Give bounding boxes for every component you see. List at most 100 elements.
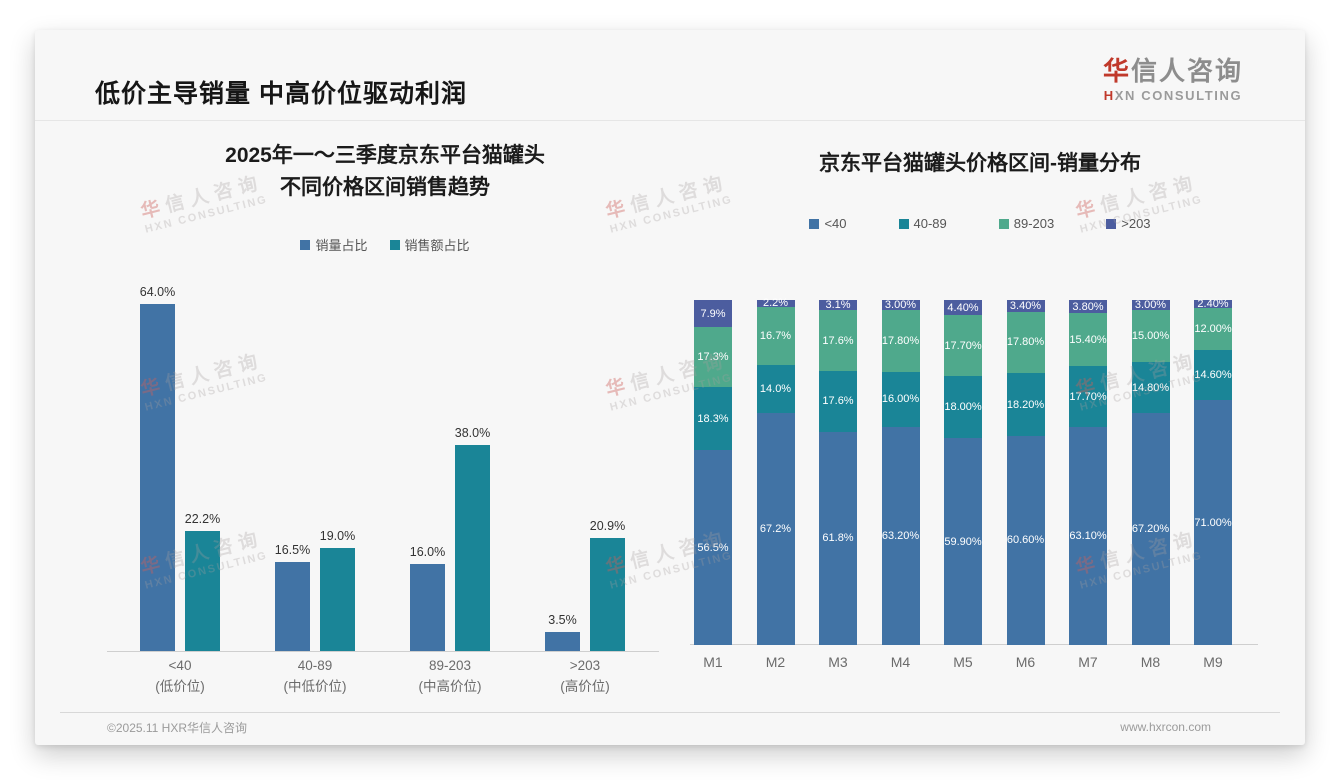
segment-value-label: 18.3%	[697, 412, 729, 425]
right-chart-plot: 56.5% 18.3% 17.3% 7.9% M1 67.2% 14.0% 16.7% 2.2%…	[685, 297, 1275, 670]
segment-value-label: 67.20%	[1131, 523, 1170, 536]
segment-value-label: 63.20%	[881, 529, 920, 542]
bar-segment-40-89: 17.6%	[819, 371, 857, 432]
bar-segment-<40: 59.90%	[944, 438, 982, 645]
segment-value-label: 16.7%	[759, 330, 792, 343]
segment-value-label: 2.40%	[1197, 298, 1229, 311]
bar-segment-<40: 67.20%	[1131, 413, 1170, 645]
stacked-bar: 67.2% 14.0% 16.7% 2.2%	[756, 297, 795, 645]
legend-item: >203	[1106, 216, 1151, 231]
legend-item: 40-89	[898, 216, 947, 231]
bar-segment-89-203: 17.3%	[694, 327, 732, 387]
right-chart-legend: <40 40-89 89-203 >203	[685, 216, 1275, 231]
bar-segment-40-89: 17.70%	[1069, 366, 1107, 428]
bar-segment-<40: 67.2%	[756, 413, 795, 645]
stacked-bar: 67.20% 14.80% 15.00% 3.00%	[1131, 299, 1170, 645]
bar-销量占比	[545, 632, 580, 651]
bar-value-label: 38.0%	[454, 426, 491, 440]
segment-value-label: 3.80%	[1072, 300, 1104, 313]
stacked-bar: 56.5% 18.3% 17.3% 7.9%	[694, 300, 732, 645]
bar-segment->203: 3.00%	[881, 299, 920, 311]
legend-label: <40	[824, 216, 847, 231]
segment-value-label: 14.0%	[759, 383, 792, 396]
bar-segment->203: 4.40%	[944, 300, 982, 316]
x-axis-label: >203 (高价位)	[520, 656, 650, 698]
x-axis-label-month: M7	[1078, 654, 1098, 670]
legend-item: 89-203	[998, 216, 1054, 231]
stacked-bar: 59.90% 18.00% 17.70% 4.40%	[944, 300, 982, 645]
segment-value-label: 3.1%	[825, 299, 851, 312]
x-axis-label-month: M1	[703, 654, 723, 670]
bar-segment->203: 3.1%	[819, 299, 857, 312]
segment-value-label: 67.2%	[759, 523, 792, 536]
legend-item: 销售额占比	[389, 235, 470, 254]
segment-value-label: 3.40%	[1009, 299, 1042, 312]
bar-value-label: 22.2%	[184, 512, 221, 526]
bar-销售额占比	[455, 445, 490, 651]
bar-segment-89-203: 17.6%	[819, 310, 857, 372]
bar-segment-89-203: 12.00%	[1194, 308, 1232, 350]
bar-segment->203: 3.80%	[1069, 300, 1107, 314]
segment-value-label: 17.70%	[1069, 390, 1107, 403]
x-axis-label-tier: (低价位)	[155, 678, 205, 694]
bar-segment-40-89: 16.00%	[881, 371, 920, 427]
segment-value-label: 3.00%	[1134, 299, 1167, 312]
bar-value-label: 64.0%	[139, 285, 176, 299]
segment-value-label: 61.8%	[822, 532, 854, 545]
x-axis-label-month: M5	[953, 654, 973, 670]
x-axis-label: 40-89 (中低价位)	[250, 656, 380, 698]
bar-销量占比	[410, 564, 445, 651]
segment-value-label: 59.90%	[944, 535, 982, 548]
left-chart-title-line1: 2025年一～三季度京东平台猫罐头	[225, 144, 545, 167]
segment-value-label: 14.60%	[1194, 368, 1232, 381]
bar-segment->203: 7.9%	[694, 300, 732, 328]
header-divider	[35, 120, 1305, 121]
footer-divider	[60, 712, 1280, 713]
bar-segment-40-89: 18.3%	[694, 386, 732, 451]
x-axis-label: <40 (低价位)	[115, 656, 245, 698]
segment-value-label: 18.00%	[944, 401, 982, 414]
x-axis-label: 89-203 (中高价位)	[385, 656, 515, 698]
bar-segment-89-203: 17.80%	[881, 310, 920, 372]
x-axis-label-tier: (中低价位)	[283, 678, 347, 694]
bar-销量占比	[275, 562, 310, 651]
left-chart-title: 2025年一～三季度京东平台猫罐头 不同价格区间销售趋势	[105, 140, 665, 203]
bar-segment->203: 3.00%	[1131, 299, 1170, 312]
x-axis-label-month: M6	[1015, 654, 1036, 670]
x-axis-label-month: M2	[765, 654, 786, 670]
segment-value-label: 17.3%	[697, 351, 729, 364]
watermark-cn-rest: 信人咨询	[1098, 172, 1201, 217]
bar-value-label: 3.5%	[548, 613, 577, 627]
left-chart-legend: 销量占比 销售额占比	[105, 235, 665, 254]
stacked-bar: 71.00% 14.60% 12.00% 2.40%	[1194, 298, 1232, 645]
stacked-bar: 61.8% 17.6% 17.6% 3.1%	[819, 299, 857, 645]
bar-segment-40-89: 14.60%	[1194, 349, 1232, 401]
logo-en-text: HXN CONSULTING	[1103, 88, 1243, 103]
bar-value-label: 16.0%	[409, 545, 446, 559]
segment-value-label: 15.00%	[1131, 330, 1170, 343]
x-axis-label-month: M9	[1203, 654, 1223, 670]
segment-value-label: 14.80%	[1131, 381, 1170, 394]
segment-value-label: 18.20%	[1006, 398, 1045, 411]
segment-value-label: 71.00%	[1194, 516, 1232, 529]
bar-segment-40-89: 18.00%	[944, 376, 982, 439]
legend-label: 40-89	[913, 216, 947, 231]
x-axis-label-tier: (高价位)	[560, 678, 610, 694]
legend-label: 销售额占比	[404, 238, 470, 253]
segment-value-label: 17.70%	[944, 339, 982, 352]
x-axis-label-month: M4	[890, 654, 911, 670]
bar-segment-<40: 60.60%	[1006, 435, 1045, 645]
segment-value-label: 17.6%	[822, 395, 854, 408]
x-axis-label-month: M8	[1140, 654, 1161, 670]
legend-swatch-icon	[809, 218, 820, 229]
bar-segment-40-89: 14.80%	[1131, 362, 1170, 414]
left-chart-axis	[107, 651, 659, 652]
footer-website: www.hxrcon.com	[1120, 720, 1211, 734]
x-axis-label-tier: (中高价位)	[418, 678, 482, 694]
page-title: 低价主导销量 中高价位驱动利润	[95, 80, 467, 108]
bar-segment->203: 3.40%	[1006, 299, 1045, 312]
segment-value-label: 60.60%	[1006, 534, 1045, 547]
logo-en-rest: XN CONSULTING	[1114, 88, 1243, 104]
bar-segment-89-203: 16.7%	[756, 307, 795, 365]
bar-销售额占比	[185, 531, 220, 651]
